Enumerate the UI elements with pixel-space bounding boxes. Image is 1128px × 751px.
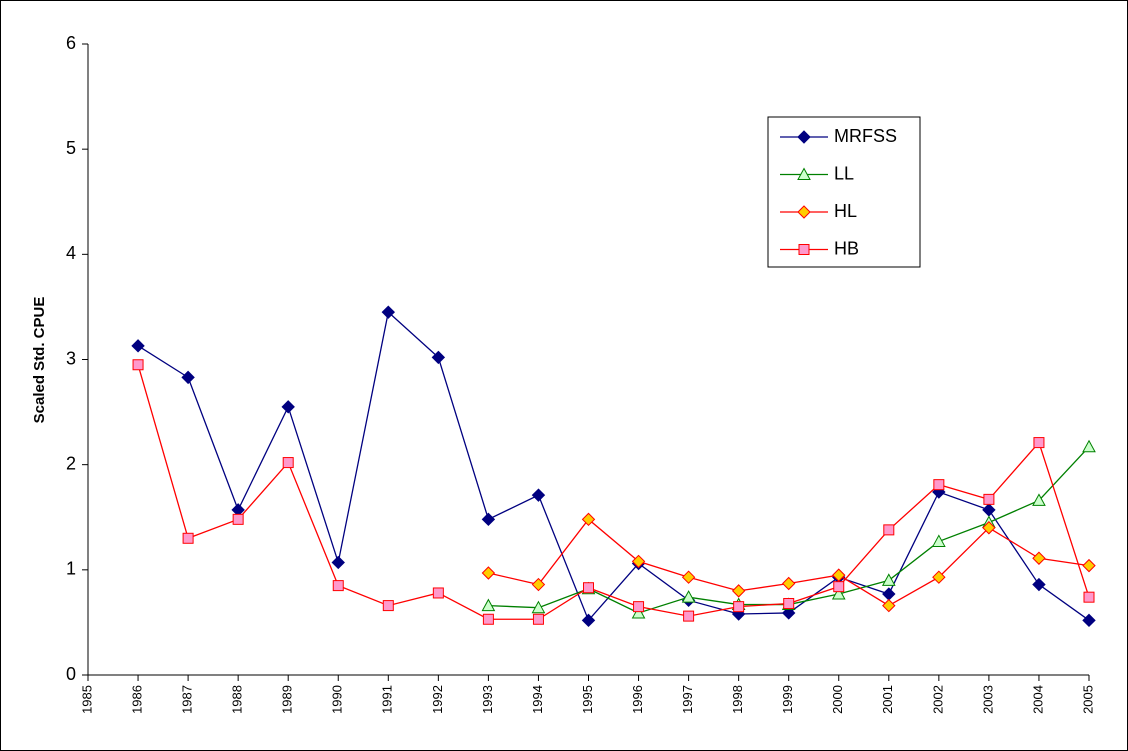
marker <box>131 339 145 353</box>
marker <box>132 359 144 371</box>
marker <box>881 573 896 586</box>
marker <box>282 457 294 469</box>
legend-label: HB <box>834 238 859 258</box>
marker <box>531 488 546 502</box>
legend-label: LL <box>834 163 854 183</box>
marker <box>631 554 646 569</box>
legend-label: MRFSS <box>834 126 897 146</box>
y-axis-label: Scaled Std. CPUE <box>31 297 48 424</box>
marker <box>481 598 496 612</box>
marker <box>331 555 345 570</box>
x-tick-label: 1998 <box>730 685 745 714</box>
marker <box>583 582 594 594</box>
x-tick-label: 1988 <box>230 685 245 714</box>
marker <box>932 570 946 584</box>
marker <box>733 601 745 613</box>
y-tick-label: 3 <box>66 348 76 368</box>
marker <box>531 577 546 592</box>
legend: MRFSS LL HL HB <box>767 116 921 268</box>
marker <box>983 493 995 505</box>
x-tick-label: 1992 <box>430 685 445 714</box>
legend-box <box>767 116 921 268</box>
marker <box>933 479 945 491</box>
x-tick-label: 2004 <box>1030 685 1045 714</box>
marker <box>883 524 895 536</box>
x-tick-label: 1985 <box>79 685 94 714</box>
marker <box>831 586 846 600</box>
marker <box>781 576 796 591</box>
marker <box>882 598 896 613</box>
marker <box>683 610 695 622</box>
x-tick-label: 1994 <box>530 685 545 714</box>
marker <box>1083 591 1095 603</box>
x-tick-label: 2003 <box>980 685 995 714</box>
marker <box>1082 613 1096 628</box>
x-tick-label: 1993 <box>480 685 495 714</box>
marker <box>1032 493 1046 506</box>
marker <box>431 350 446 365</box>
series-line <box>137 364 1090 620</box>
x-tick-label: 1999 <box>780 685 795 714</box>
x-tick-label: 1987 <box>180 685 195 714</box>
marker <box>1082 558 1096 573</box>
legend-label: HL <box>834 201 857 221</box>
marker <box>681 570 696 584</box>
marker <box>832 568 846 582</box>
x-tick-label: 1995 <box>580 685 595 714</box>
x-tick-label: 2002 <box>930 685 945 714</box>
marker <box>833 581 845 593</box>
marker <box>531 600 546 614</box>
x-tick-label: 2001 <box>880 685 895 714</box>
marker <box>481 566 496 580</box>
x-tick-label: 2000 <box>830 685 845 714</box>
y-tick-label: 6 <box>66 33 76 53</box>
y-tick-label: 2 <box>66 453 76 473</box>
legend-marker <box>798 244 810 255</box>
marker <box>681 590 696 603</box>
marker <box>381 305 396 319</box>
x-tick-label: 1989 <box>280 685 295 714</box>
legend-marker <box>797 205 811 219</box>
y-tick-label: 1 <box>66 559 76 579</box>
series-line <box>137 310 1090 622</box>
marker <box>481 512 496 527</box>
legend-marker <box>797 130 811 144</box>
marker <box>281 400 295 414</box>
marker <box>783 597 795 609</box>
x-tick-label: 1991 <box>380 685 395 714</box>
marker <box>1082 439 1096 453</box>
marker <box>932 534 946 547</box>
marker <box>182 532 194 544</box>
x-tick-label: 1990 <box>330 685 345 714</box>
marker <box>581 512 596 527</box>
x-tick-label: 1986 <box>129 685 144 714</box>
marker <box>731 584 746 598</box>
marker <box>232 513 244 525</box>
x-tick-label: 2005 <box>1080 685 1095 714</box>
y-tick-label: 5 <box>66 138 76 158</box>
y-tick-label: 0 <box>66 664 76 684</box>
x-tick-label: 1997 <box>680 685 695 714</box>
marker <box>482 613 494 625</box>
marker <box>581 613 596 628</box>
legend-marker <box>797 167 811 180</box>
marker <box>631 605 646 619</box>
marker <box>633 601 645 613</box>
marker <box>532 613 544 625</box>
marker <box>332 580 344 592</box>
marker <box>181 370 195 385</box>
marker <box>1032 551 1046 565</box>
marker <box>1032 577 1046 592</box>
y-tick-label: 4 <box>66 243 76 263</box>
marker <box>382 600 394 612</box>
x-tick-label: 1996 <box>630 685 645 714</box>
marker <box>432 587 444 599</box>
marker <box>982 521 996 535</box>
marker <box>1033 437 1045 449</box>
